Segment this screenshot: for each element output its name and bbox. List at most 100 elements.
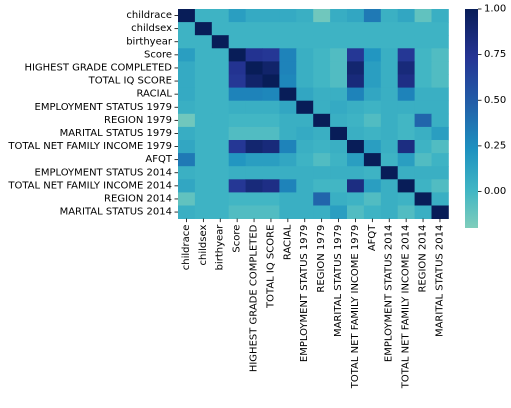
heatmap-cell xyxy=(397,192,415,206)
heatmap-cell xyxy=(313,48,331,62)
heatmap-cell xyxy=(414,126,432,141)
heatmap-cell xyxy=(431,113,449,128)
heatmap-cell xyxy=(431,166,449,180)
column-label: MARITAL STATUS 1979 xyxy=(333,225,344,337)
column-label: REGION 2014 xyxy=(418,225,429,293)
heatmap-cell xyxy=(431,35,449,49)
heatmap-cell xyxy=(279,9,297,23)
heatmap-cell xyxy=(414,192,432,206)
heatmap-cell xyxy=(296,113,314,128)
heatmap-cell xyxy=(296,61,314,75)
heatmap-cell xyxy=(347,87,365,102)
heatmap-cell xyxy=(363,113,382,128)
heatmap-cell xyxy=(397,100,415,115)
heatmap-cell xyxy=(380,205,399,219)
heatmap-cell xyxy=(397,153,415,167)
column-labels: childrace childsex birthyear Score HIGHEST G… xyxy=(181,218,445,390)
row-label: EMPLOYMENT STATUS 2014 xyxy=(35,167,173,178)
column-label: RACIAL xyxy=(282,224,293,260)
heatmap-cell xyxy=(363,74,382,88)
heatmap-cell xyxy=(245,192,263,206)
heatmap-cell xyxy=(245,48,263,62)
heatmap-cell xyxy=(194,179,213,193)
heatmap-cell xyxy=(211,179,230,193)
heatmap-cell xyxy=(380,61,399,75)
heatmap-cell xyxy=(431,140,449,154)
heatmap-cell xyxy=(414,113,432,128)
heatmap-cell xyxy=(363,179,382,193)
heatmap-cell xyxy=(262,100,280,115)
colorbar xyxy=(465,9,478,228)
heatmap-cell xyxy=(245,74,263,88)
heatmap-cell xyxy=(279,74,297,88)
heatmap-cell xyxy=(262,140,280,154)
heatmap-cell xyxy=(178,153,196,167)
heatmap-cell xyxy=(347,113,365,128)
heatmap-cell xyxy=(245,166,263,180)
heatmap-cell xyxy=(431,87,449,102)
heatmap-cell xyxy=(279,100,297,115)
heatmap-cell xyxy=(279,166,297,180)
heatmap-cell xyxy=(194,48,213,62)
heatmap-cell xyxy=(228,87,246,102)
heatmap-cell xyxy=(363,87,382,102)
heatmap-cell xyxy=(330,74,348,88)
heatmap-cell xyxy=(228,205,246,219)
heatmap-cell xyxy=(363,48,382,62)
heatmap-cell xyxy=(313,179,331,193)
column-label: childrace xyxy=(181,225,192,271)
heatmap-cell xyxy=(228,179,246,193)
heatmap-cell xyxy=(228,100,246,115)
heatmap-cell xyxy=(262,126,280,141)
heatmap-cell xyxy=(380,48,399,62)
heatmap-cell xyxy=(380,166,399,180)
heatmap-cell xyxy=(228,166,246,180)
heatmap-cell xyxy=(211,87,230,102)
heatmap-cell xyxy=(245,61,263,75)
heatmap-cell xyxy=(397,126,415,141)
heatmap-cell xyxy=(296,100,314,115)
heatmap-cell xyxy=(397,113,415,128)
heatmap-cell xyxy=(211,100,230,115)
heatmap-cell xyxy=(313,192,331,206)
heatmap-cell xyxy=(194,140,213,154)
heatmap-cell xyxy=(380,126,399,141)
heatmap-cell xyxy=(228,126,246,141)
heatmap-cell xyxy=(397,166,415,180)
heatmap-cell xyxy=(211,192,230,206)
heatmap-cell xyxy=(228,35,246,49)
heatmap-cell xyxy=(178,61,196,75)
row-labels: childrace childsex birthyear Score HIGHEST G… xyxy=(7,10,178,218)
colorbar-tick-label: 0.50 xyxy=(484,95,506,106)
heatmap-cell xyxy=(397,140,415,154)
column-label: childsex xyxy=(198,225,209,266)
heatmap-cell xyxy=(397,35,415,49)
heatmap-cell xyxy=(363,100,382,115)
heatmap-cell xyxy=(245,87,263,102)
heatmap-cell xyxy=(228,113,246,128)
heatmap-cell xyxy=(380,87,399,102)
heatmap-cell xyxy=(178,179,196,193)
row-label: TOTAL NET FAMILY INCOME 2014 xyxy=(7,180,172,191)
heatmap-cell xyxy=(431,22,449,36)
heatmap-cell xyxy=(211,9,230,23)
heatmap-cell xyxy=(296,205,314,219)
heatmap-cell xyxy=(431,48,449,62)
heatmap-cell xyxy=(279,192,297,206)
heatmap-cell xyxy=(330,113,348,128)
heatmap-cell xyxy=(347,166,365,180)
heatmap-cell xyxy=(313,22,331,36)
heatmap-cell xyxy=(194,35,213,49)
heatmap-cell xyxy=(262,166,280,180)
heatmap-cell xyxy=(380,140,399,154)
colorbar-tick-label: 0.25 xyxy=(484,140,506,151)
heatmap-cell xyxy=(397,205,415,219)
heatmap-cell xyxy=(262,9,280,23)
heatmap-cell xyxy=(262,74,280,88)
heatmap-cell xyxy=(245,100,263,115)
column-label: TOTAL NET FAMILY INCOME 2014 xyxy=(401,225,412,390)
heatmap-cell xyxy=(279,113,297,128)
heatmap-cell xyxy=(296,87,314,102)
heatmap-cell xyxy=(228,61,246,75)
